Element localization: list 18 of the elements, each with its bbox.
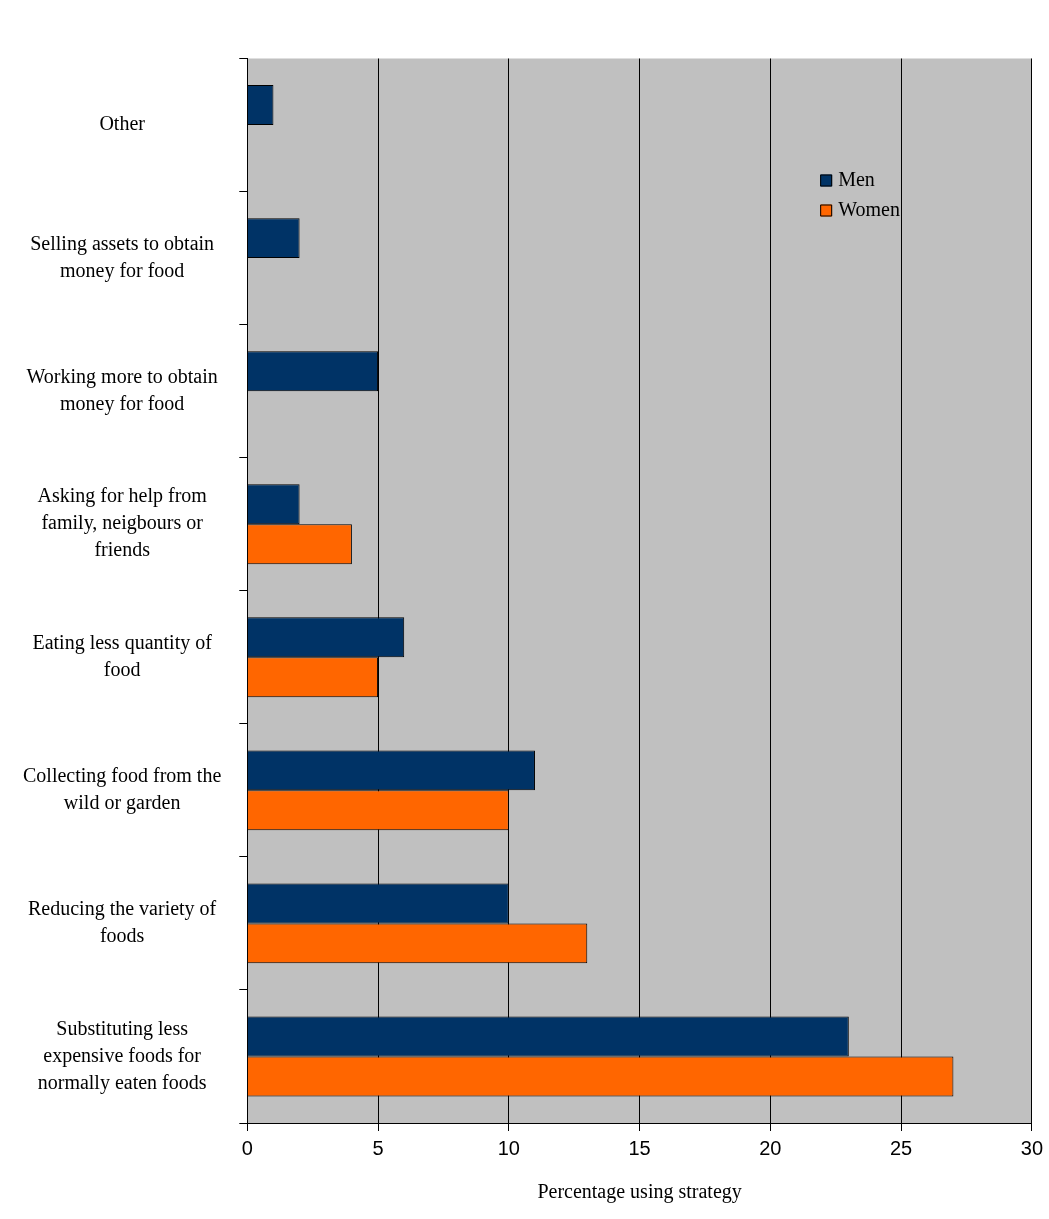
legend-label: Men xyxy=(838,167,875,190)
y-tick-label: Collecting food from the wild or garden xyxy=(23,764,222,815)
y-tick-label: Selling assets to obtain money for food xyxy=(30,231,215,282)
x-tick-label: 5 xyxy=(372,1136,384,1159)
y-tick-label: Substituting less expensive foods for normally eaten foods xyxy=(37,1016,207,1094)
x-tick-label: 15 xyxy=(628,1136,651,1159)
y-tick-label: Asking for help from family, neigbours or friends xyxy=(37,484,208,561)
x-tick-label: 10 xyxy=(497,1136,520,1159)
x-tick-label: 25 xyxy=(889,1136,913,1159)
x-axis-title: Percentage using strategy xyxy=(537,1180,742,1204)
y-tick-label: Reducing the variety of foods xyxy=(28,897,217,947)
legend-label: Women xyxy=(838,197,900,220)
x-tick-label: 20 xyxy=(759,1136,782,1159)
y-tick-label: Working more to obtain money for food xyxy=(26,364,218,415)
x-tick-label: 0 xyxy=(241,1136,253,1159)
x-tick-label: 30 xyxy=(1020,1136,1043,1159)
y-tick-label: Other xyxy=(99,112,146,135)
y-tick-label: Eating less quantity of food xyxy=(32,631,213,681)
